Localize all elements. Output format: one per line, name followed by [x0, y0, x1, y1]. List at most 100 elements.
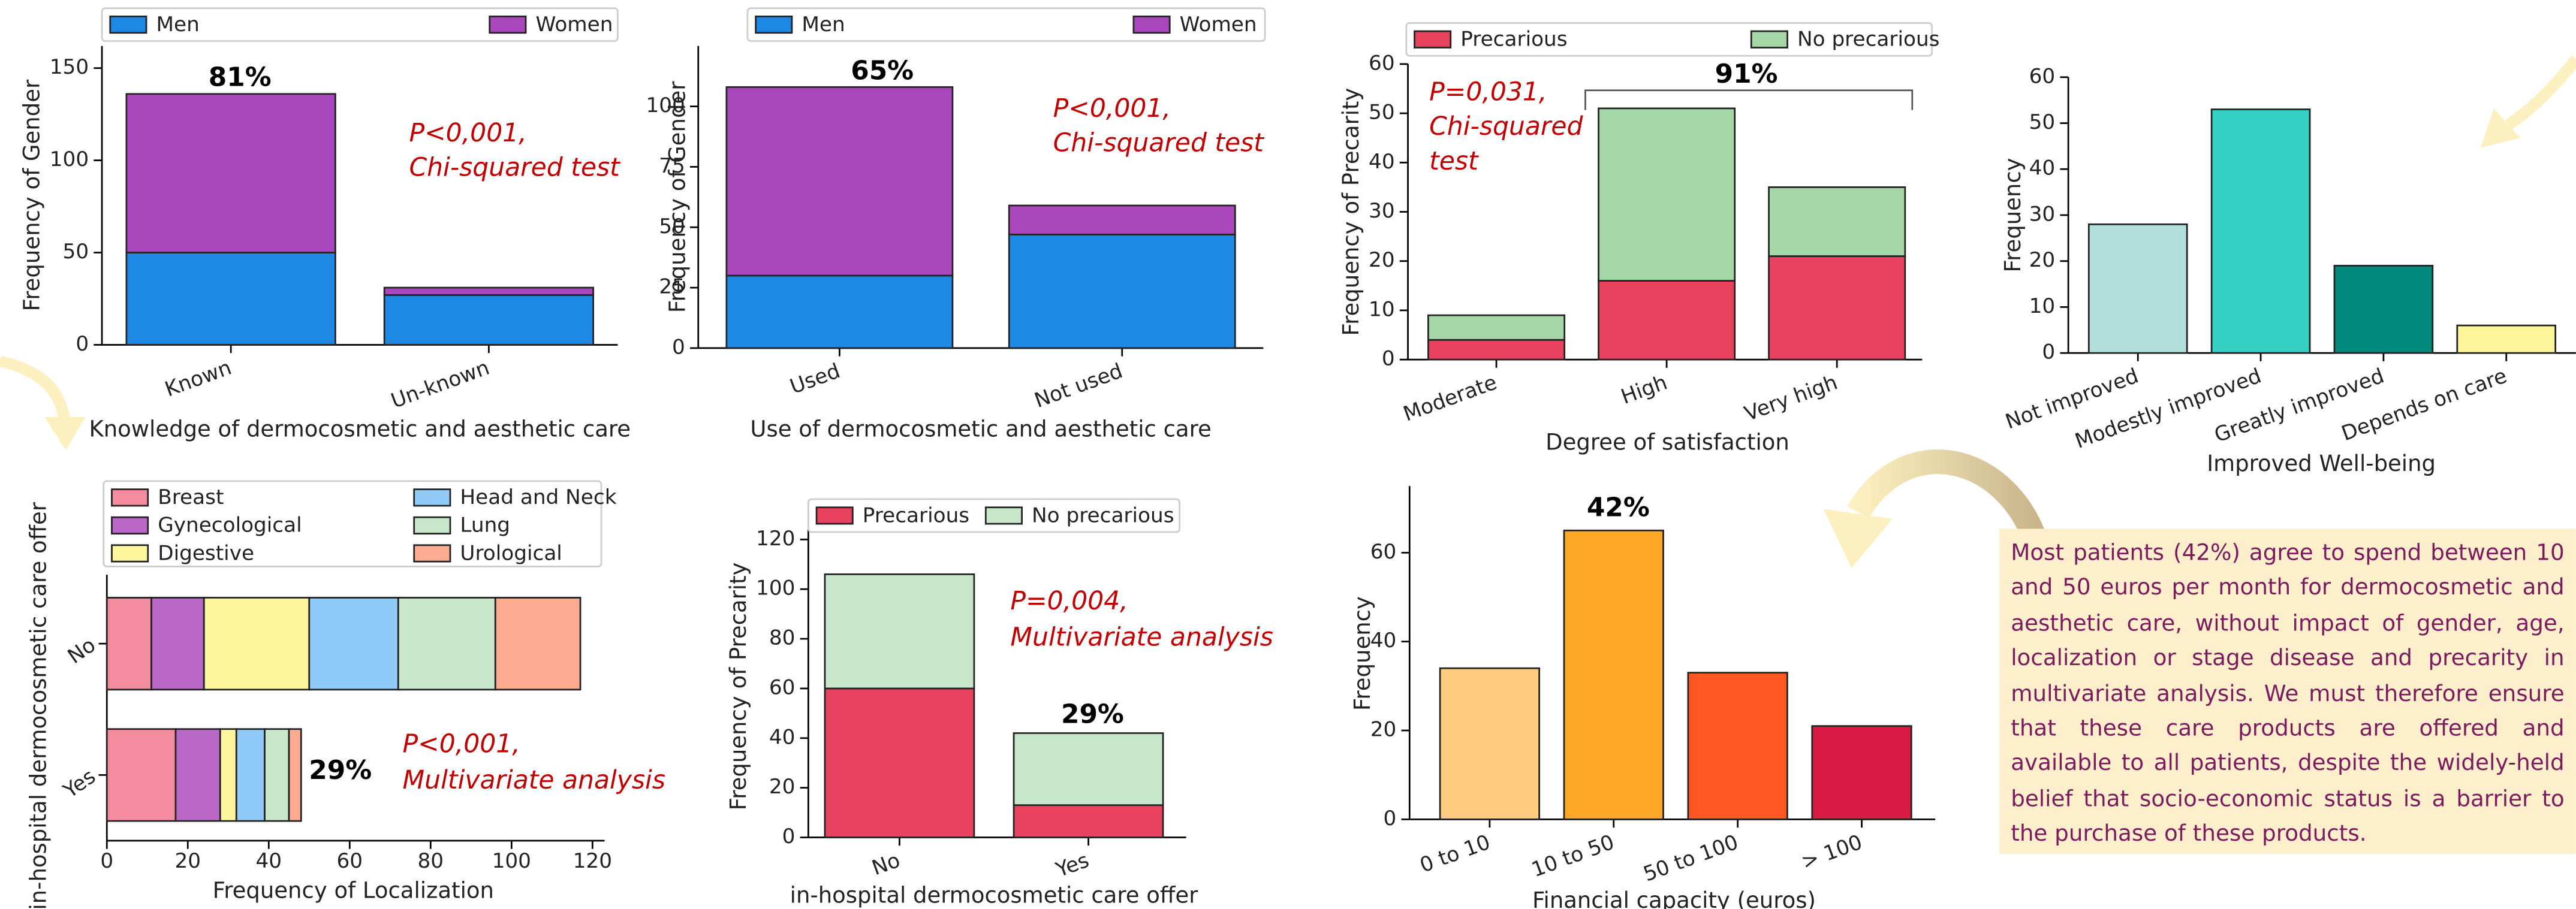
y-tick-label: 60 [2029, 64, 2056, 88]
y-axis-label: in-hospital dermocosmetic care offer [25, 502, 51, 909]
bar-segment [1428, 315, 1564, 340]
y-tick-label: 100 [646, 93, 685, 117]
x-tick-label: 40 [255, 849, 282, 873]
y-tick-label: 80 [769, 626, 796, 650]
percent-annotation: 29% [1061, 699, 1124, 730]
x-axis-label: Use of dermocosmetic and aesthetic care [750, 416, 1211, 442]
legend-label: No precarious [1032, 503, 1174, 527]
x-tick-label: Yes [1052, 848, 1092, 883]
arrow [2509, 59, 2576, 125]
stat-annotation: P=0,004, [1010, 587, 1128, 616]
bar [1812, 726, 1912, 820]
legend-swatch [414, 517, 450, 533]
legend-swatch [817, 508, 852, 524]
x-axis-label: Knowledge of dermocosmetic and aesthetic… [89, 416, 631, 442]
legend-label: Precarious [863, 503, 969, 527]
legend-swatch [414, 490, 450, 506]
y-tick-label: 50 [659, 215, 685, 238]
bar-segment [384, 295, 593, 345]
bar-segment [1428, 340, 1564, 360]
bar [2457, 325, 2556, 353]
stat-annotation: Chi-squared test [409, 153, 620, 183]
legend-swatch [414, 545, 450, 561]
bracket [1585, 90, 1912, 110]
legend-label: No precarious [1797, 28, 1940, 52]
bar [2089, 224, 2187, 353]
y-tick-label: 0 [782, 825, 796, 848]
x-tick-label: 80 [417, 849, 444, 873]
bar-segment [495, 597, 580, 689]
legend-label: Urological [460, 541, 562, 565]
figure: Most patients (42%) agree to spend betwe… [0, 0, 2576, 909]
arrow-head [1824, 509, 1893, 568]
x-tick-label: No [869, 848, 903, 881]
y-axis-label: Frequency of Precarity [1338, 88, 1364, 336]
y-tick-label: 30 [2029, 202, 2056, 226]
y-tick-label: 150 [50, 55, 89, 79]
y-tick-label: 20 [769, 775, 796, 799]
x-tick-label: 60 [336, 849, 363, 873]
bar-segment [176, 729, 220, 821]
y-tick-label: 20 [1370, 718, 1397, 742]
bar-segment [126, 94, 335, 253]
bar [2212, 110, 2310, 354]
stat-annotation: Multivariate analysis [403, 766, 665, 795]
bar-segment [309, 597, 399, 689]
stat-annotation: P<0,001, [409, 119, 526, 148]
legend-swatch [112, 490, 147, 506]
x-axis-label: Frequency of Localization [213, 877, 494, 903]
y-tick-label: 40 [1369, 150, 1395, 174]
y-tick-label: 100 [756, 576, 795, 600]
y-tick-label: 20 [1369, 248, 1395, 272]
bar [1440, 668, 1539, 819]
x-axis-label: Financial capacity (euros) [1532, 887, 1816, 909]
percent-annotation: 29% [309, 755, 372, 786]
note-text: Most patients (42%) agree to spend betwe… [1999, 529, 2576, 854]
percent-annotation: 65% [851, 56, 914, 86]
y-tick-label: 120 [756, 527, 795, 551]
y-tick-label: 75 [659, 154, 685, 178]
bar-segment [1014, 805, 1163, 838]
bar-segment [1009, 206, 1235, 234]
legend-label: Men [802, 13, 845, 37]
y-tick-label: 0 [1384, 807, 1397, 831]
legend-label: Head and Neck [460, 485, 616, 509]
legend-label: Women [535, 13, 613, 37]
legend-swatch [112, 545, 147, 561]
x-tick-label: Very high [1742, 370, 1841, 426]
y-tick-label: 0 [1382, 347, 1395, 371]
x-tick-label: 50 to 100 [1640, 831, 1742, 887]
bar-segment [152, 597, 204, 689]
note-box: Most patients (42%) agree to spend betwe… [1999, 529, 2576, 854]
legend-label: Breast [158, 485, 224, 509]
legend-swatch [1134, 16, 1170, 32]
arrow [0, 361, 64, 421]
y-axis-label: Frequency of Gender [19, 79, 44, 311]
bar [1688, 673, 1788, 820]
y-tick-label: 40 [769, 725, 796, 749]
x-tick-label: 100 [492, 849, 531, 873]
y-tick-label: 30 [1369, 199, 1395, 223]
percent-annotation: 91% [1715, 59, 1778, 89]
legend-swatch [112, 517, 147, 533]
x-tick-label: 0 to 10 [1417, 831, 1493, 878]
y-tick-label: 50 [2029, 110, 2056, 134]
x-tick-label: 10 to 50 [1529, 831, 1617, 883]
bar-segment [107, 597, 151, 689]
bar-segment [289, 729, 301, 821]
percent-annotation: 81% [209, 62, 272, 93]
y-tick-label: 25 [659, 275, 685, 299]
x-tick-label: Un-known [388, 356, 493, 413]
x-tick-label: 20 [174, 849, 201, 873]
legend-label: Gynecological [158, 514, 302, 537]
bar [2334, 265, 2433, 353]
legend-label: Precarious [1460, 28, 1567, 52]
bar-segment [1598, 108, 1734, 281]
y-tick-label: 10 [1369, 297, 1395, 321]
percent-annotation: 42% [1587, 492, 1650, 523]
y-tick-label: 50 [1369, 101, 1395, 125]
x-axis-label: Degree of satisfaction [1545, 429, 1789, 455]
y-tick-label: 60 [1369, 51, 1395, 75]
stat-annotation: P<0,001, [1053, 94, 1171, 123]
y-tick-label: 60 [769, 675, 796, 699]
